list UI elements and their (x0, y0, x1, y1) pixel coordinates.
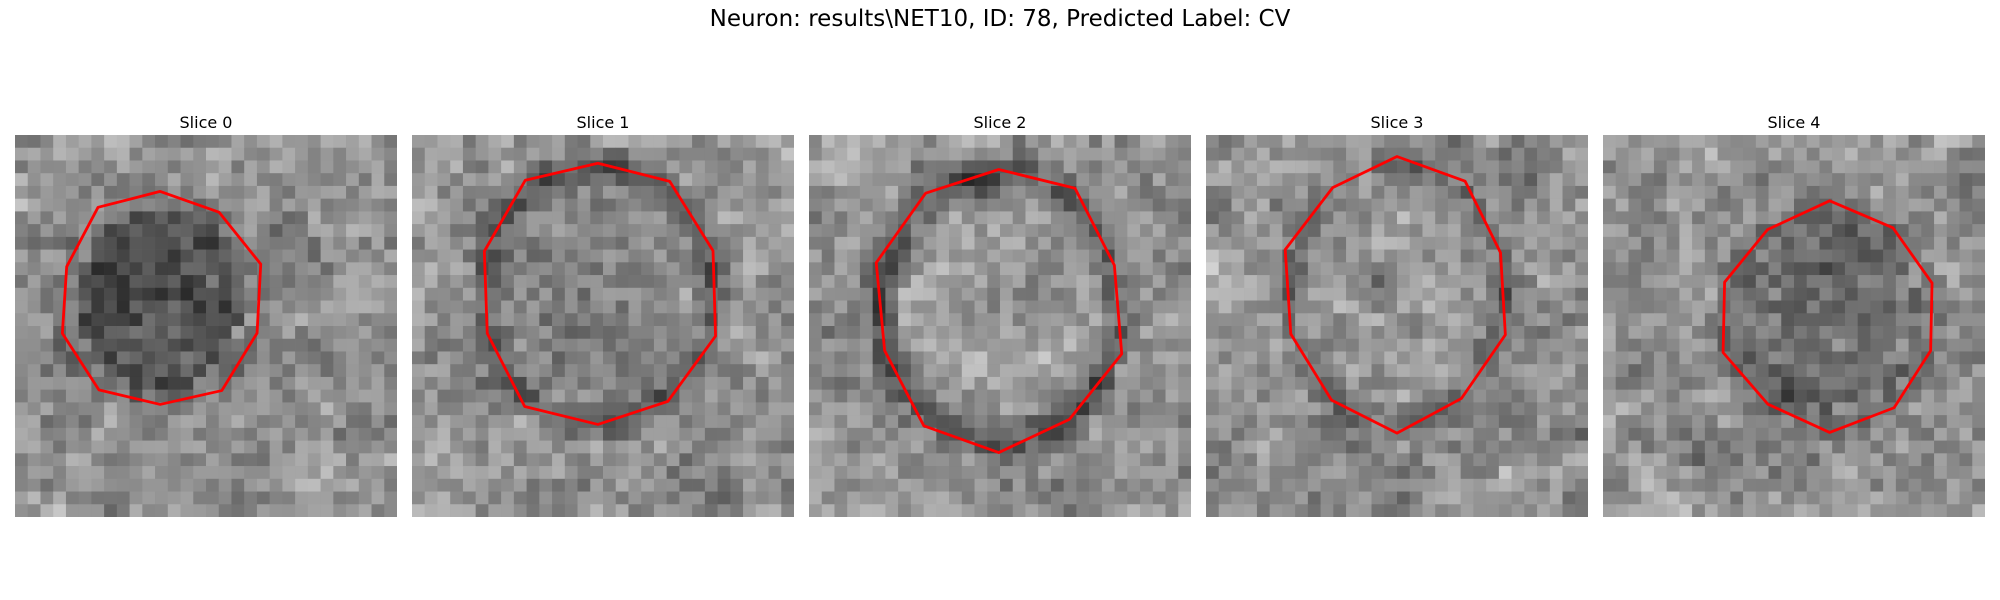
slice-image (412, 135, 794, 517)
slice-image (1603, 135, 1985, 517)
neuron-contour (482, 161, 717, 426)
slice-title: Slice 0 (179, 113, 233, 132)
figure-title: Neuron: results\NET10, ID: 78, Predicted… (709, 6, 1291, 32)
slice-panel-0: Slice 0 (15, 112, 397, 517)
neuron-contour (1283, 155, 1507, 435)
slice-panel-1: Slice 1 (412, 112, 794, 517)
neuron-contour (1721, 199, 1934, 434)
slice-image (1206, 135, 1588, 517)
slice-panel-4: Slice 4 (1603, 112, 1985, 517)
slice-panel-3: Slice 3 (1206, 112, 1588, 517)
pixel-grid (1603, 135, 1985, 517)
slice-image (809, 135, 1191, 517)
pixel-grid (412, 135, 794, 517)
neuron-contour (874, 168, 1124, 454)
neuron-contour (60, 190, 263, 406)
slice-panel-2: Slice 2 (809, 112, 1191, 517)
pixel-grid (1206, 135, 1588, 517)
slice-title: Slice 1 (576, 113, 630, 132)
slice-image (15, 135, 397, 517)
pixel-grid (809, 135, 1191, 517)
slice-title: Slice 2 (973, 113, 1027, 132)
slice-title: Slice 4 (1767, 113, 1821, 132)
pixel-grid (15, 135, 397, 517)
slice-title: Slice 3 (1370, 113, 1424, 132)
